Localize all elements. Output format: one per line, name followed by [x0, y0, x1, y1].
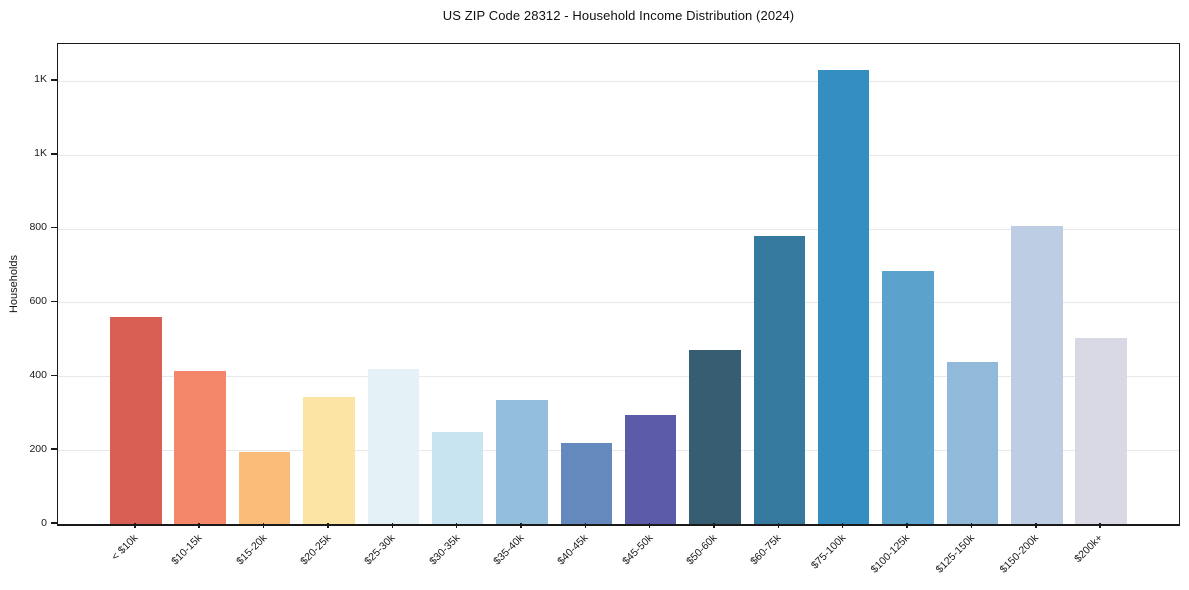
- y-tick-label: 1K: [34, 147, 47, 160]
- bar-$200k+: [1075, 337, 1127, 524]
- x-tick-mark: [841, 523, 844, 528]
- y-tick-mark: [51, 153, 57, 155]
- x-tick-label: $60-75k: [748, 532, 784, 568]
- y-tick-label: 600: [29, 294, 47, 307]
- x-tick-mark: [198, 523, 200, 528]
- x-tick-mark: [777, 523, 780, 528]
- y-tick-mark: [51, 522, 57, 524]
- x-tick-label: $150-200k: [997, 532, 1042, 576]
- bar-$125-150k: [946, 361, 999, 524]
- bar-$50-60k: [689, 350, 741, 524]
- x-tick-mark: [520, 523, 522, 528]
- bar-$40-45k: [560, 442, 613, 524]
- grid-line: [58, 80, 1179, 82]
- grid-line: [58, 154, 1179, 156]
- y-tick-label: 400: [29, 368, 47, 381]
- x-tick-label: $75-100k: [808, 532, 849, 572]
- bar-$60-75k: [753, 236, 806, 524]
- x-tick-label: $100-125k: [869, 532, 913, 576]
- y-tick-mark: [51, 79, 57, 81]
- x-tick-mark: [648, 523, 651, 528]
- y-tick-mark: [51, 448, 57, 450]
- bar-$150-200k: [1011, 225, 1063, 524]
- x-tick-mark: [391, 523, 394, 528]
- y-tick-label: 1K: [34, 73, 47, 86]
- bar-$15-20k: [238, 452, 291, 524]
- grid-line: [58, 450, 1179, 452]
- x-tick-mark: [262, 523, 265, 528]
- x-tick-mark: [906, 523, 908, 528]
- x-tick-mark: [970, 523, 973, 528]
- bar-$25-30k: [367, 368, 419, 524]
- x-tick-label: $15-20k: [233, 532, 270, 568]
- bar-$100-125k: [882, 271, 934, 524]
- x-tick-label: $10-15k: [169, 532, 205, 568]
- x-tick-label: $30-35k: [426, 532, 463, 568]
- x-tick-label: < $10k: [109, 532, 141, 563]
- x-tick-label: $45-50k: [619, 532, 656, 568]
- x-tick-label: $200k+: [1072, 532, 1106, 566]
- bar-$20-25k: [303, 396, 355, 524]
- grid-line: [58, 376, 1179, 378]
- x-tick-mark: [327, 523, 329, 528]
- plot-area: [57, 43, 1180, 526]
- y-tick-mark: [51, 226, 57, 229]
- x-tick-mark: [584, 523, 587, 528]
- x-tick-mark: [713, 523, 715, 528]
- bar-$30-35k: [431, 431, 484, 524]
- x-tick-label: $25-30k: [362, 532, 398, 568]
- grid-line: [58, 228, 1179, 230]
- x-tick-label: $35-40k: [491, 532, 527, 568]
- bar-< $10k: [110, 317, 162, 524]
- y-tick-mark: [51, 374, 57, 377]
- y-tick-label: 800: [29, 221, 47, 234]
- bar-$10-15k: [174, 370, 226, 524]
- x-tick-label: $20-25k: [298, 532, 334, 568]
- x-tick-mark: [455, 523, 458, 528]
- x-tick-label: $50-60k: [684, 532, 720, 568]
- x-tick-mark: [134, 523, 136, 528]
- x-tick-mark: [1035, 523, 1037, 528]
- chart-title: US ZIP Code 28312 - Household Income Dis…: [442, 8, 795, 23]
- y-tick-mark: [51, 300, 57, 303]
- x-tick-label: $40-45k: [555, 532, 591, 568]
- grid-line: [58, 302, 1179, 304]
- bar-$75-100k: [817, 69, 870, 524]
- bar-$35-40k: [496, 400, 548, 524]
- x-tick-mark: [1099, 523, 1101, 528]
- y-tick-label: 0: [41, 516, 47, 529]
- bar-$45-50k: [624, 415, 677, 524]
- x-tick-label: $125-150k: [933, 532, 977, 576]
- y-tick-label: 200: [29, 442, 47, 455]
